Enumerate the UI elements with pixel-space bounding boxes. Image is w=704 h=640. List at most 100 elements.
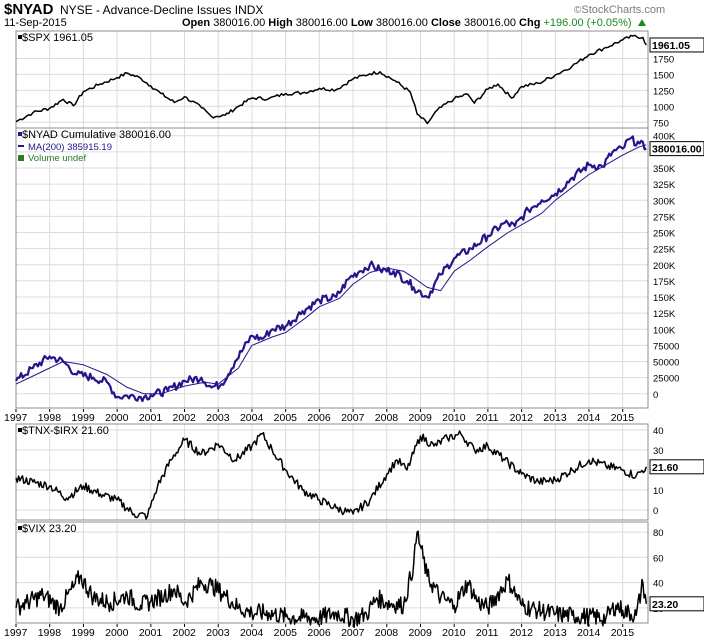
bottom-year-label: 2007: [341, 627, 365, 639]
bottom-year-label: 2005: [274, 627, 298, 639]
nyad-tick-label: 0: [653, 390, 658, 401]
chg-label: Chg: [519, 17, 541, 29]
ma-legend: MA(200) 385915.19: [28, 142, 112, 153]
year-label: 2013: [543, 412, 567, 424]
nyad-panel-border: [15, 127, 649, 409]
nyad-tick-label: 200K: [653, 261, 676, 272]
brand-logo[interactable]: ©StockCharts.com: [574, 4, 666, 16]
vix-tick-label: 80: [653, 528, 664, 539]
nyad-tick-label: 75000: [653, 341, 679, 352]
nyad-legend: $NYAD Cumulative 380016.00: [22, 129, 171, 141]
bottom-year-label: 2008: [375, 627, 399, 639]
tnx-last-value-tag: [649, 459, 704, 475]
bottom-year-label: 2001: [139, 627, 163, 639]
bottom-year-label: 2006: [307, 627, 331, 639]
nyad-tick-label: 350K: [653, 164, 676, 175]
nyad-tick-label: 300K: [653, 196, 676, 207]
spx-tick-label: 1750: [653, 54, 674, 65]
nyad-legend-swatch: [18, 132, 22, 136]
ma-legend-swatch: [18, 145, 24, 147]
tnx-tick-label: 0: [653, 506, 658, 517]
bottom-year-label: 2009: [408, 627, 432, 639]
spx-tick-label: 1000: [653, 102, 674, 113]
vix-legend-swatch: [18, 526, 22, 530]
year-label: 2004: [240, 412, 264, 424]
open-label: Open: [182, 17, 211, 29]
tnx-legend-swatch: [18, 428, 22, 432]
quote-summary: Open 380016.00 High 380016.00 Low 380016…: [182, 17, 646, 29]
bottom-year-label: 1998: [38, 627, 62, 639]
bottom-year-label: 2003: [206, 627, 230, 639]
vix-panel-border: [15, 521, 649, 624]
year-label: 1999: [71, 412, 95, 424]
high-value: 380016.00: [295, 17, 348, 29]
bottom-year-label: 2012: [510, 627, 534, 639]
nyad-tick-label: 100K: [653, 325, 676, 336]
year-label: 2001: [139, 412, 163, 424]
vix-tick-label: 40: [653, 579, 664, 590]
bottom-year-label: 2002: [173, 627, 197, 639]
volume-legend: Volume undef: [28, 153, 86, 164]
year-label: 2003: [206, 412, 230, 424]
spx-last-value-tag: [649, 37, 704, 53]
year-label: 2014: [577, 412, 601, 424]
year-label: 2015: [611, 412, 635, 424]
nyad-tick-label: 225K: [653, 245, 676, 256]
nyad-tick-label: 250K: [653, 229, 676, 240]
nyad-last-value-tag: [649, 141, 704, 157]
nyad-tick-label: 150K: [653, 293, 676, 304]
nyad-ma-line: [15, 144, 647, 395]
spx-tick-label: 1500: [653, 70, 674, 81]
year-label: 2008: [375, 412, 399, 424]
year-label: 2007: [341, 412, 365, 424]
tnx-series-line: [15, 430, 648, 520]
year-label: 1997: [4, 412, 28, 424]
high-label: High: [268, 17, 293, 29]
bottom-year-label: 1997: [4, 627, 28, 639]
nyad-tick-label: 275K: [653, 212, 676, 223]
nyad-tick-label: 125K: [653, 309, 676, 320]
year-label: 2009: [408, 412, 432, 424]
spx-tick-label: 1250: [653, 86, 674, 97]
bottom-year-label: 2015: [611, 627, 635, 639]
tnx-panel-border: [15, 423, 649, 521]
symbol-description: NYSE - Advance-Decline Issues INDX: [60, 3, 264, 17]
year-label: 1998: [38, 412, 62, 424]
year-label: 2006: [307, 412, 331, 424]
bottom-year-label: 1999: [71, 627, 95, 639]
tnx-tick-label: 10: [653, 486, 664, 497]
nyad-last-value: 380016.00: [652, 144, 702, 156]
up-arrow-icon: [637, 19, 646, 26]
nyad-tick-label: 400K: [653, 132, 676, 143]
chart-header: $NYAD NYSE - Advance-Decline Issues INDX…: [0, 0, 704, 30]
tnx-tick-label: 30: [653, 446, 664, 457]
vix-legend: $VIX 23.20: [22, 523, 76, 535]
bottom-year-label: 2014: [577, 627, 601, 639]
year-label: 2000: [105, 412, 129, 424]
year-label: 2010: [442, 412, 466, 424]
tnx-last-value: 21.60: [652, 462, 678, 474]
year-label: 2012: [510, 412, 534, 424]
year-label: 2002: [173, 412, 197, 424]
chg-value: +196.00 (+0.05%): [543, 17, 632, 29]
year-label: 2011: [476, 412, 499, 424]
spx-legend-swatch: [18, 35, 22, 39]
bottom-year-label: 2013: [543, 627, 567, 639]
year-label: 2005: [274, 412, 298, 424]
nyad-tick-label: 175K: [653, 277, 676, 288]
vix-tick-label: 60: [653, 553, 664, 564]
vix-series-line: [15, 530, 648, 629]
low-value: 380016.00: [375, 17, 428, 29]
close-value: 380016.00: [463, 17, 516, 29]
bottom-year-label: 2004: [240, 627, 264, 639]
volume-legend-swatch: [18, 155, 24, 161]
chart-date: 11-Sep-2015: [4, 17, 67, 29]
spx-legend: $SPX 1961.05: [22, 32, 93, 44]
bottom-year-label: 2010: [442, 627, 466, 639]
bottom-year-label: 2011: [476, 627, 499, 639]
vix-last-value: 23.20: [652, 599, 678, 611]
tnx-legend: $TNX-$IRX 21.60: [22, 425, 109, 437]
spx-last-value: 1961.05: [652, 40, 690, 52]
nyad-tick-label: 25000: [653, 374, 679, 385]
